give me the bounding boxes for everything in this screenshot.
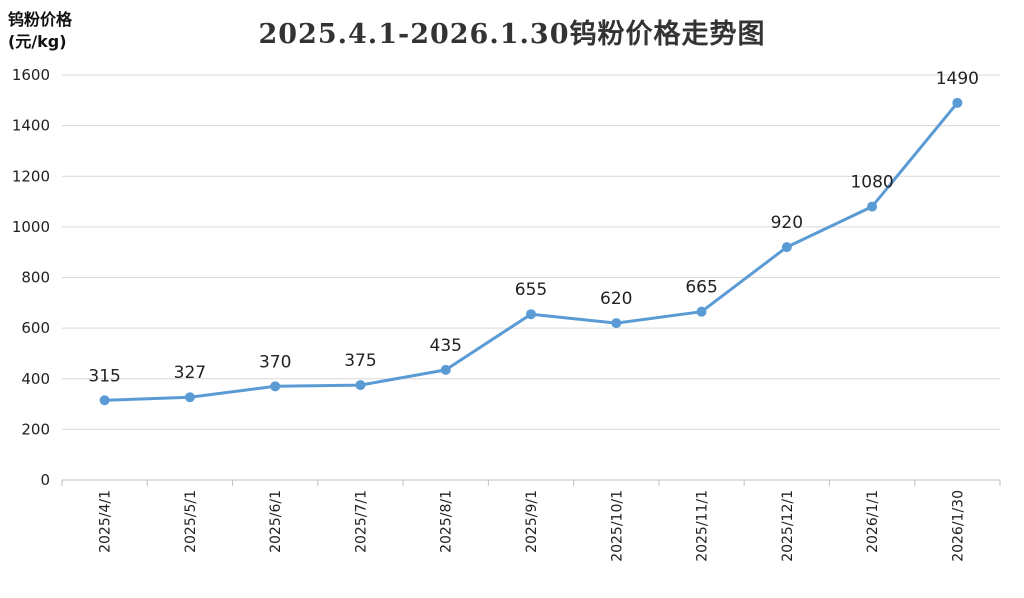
data-point: [184, 392, 195, 403]
data-point: [99, 395, 110, 406]
x-tick-label: 2025/5/1: [183, 490, 199, 553]
data-label: 327: [174, 363, 206, 383]
x-tick-label: 2025/7/1: [353, 490, 369, 553]
data-point: [440, 364, 451, 375]
x-tick-label: 2025/11/1: [695, 490, 711, 562]
x-tick-label: 2025/12/1: [780, 490, 796, 562]
data-label: 375: [344, 351, 376, 371]
data-point: [355, 380, 366, 391]
y-tick-label: 800: [21, 269, 50, 287]
data-point: [867, 201, 878, 212]
x-tick-label: 2025/10/1: [609, 490, 625, 562]
y-tick-label: 200: [21, 420, 50, 438]
x-tick-label: 2025/6/1: [268, 490, 284, 553]
x-tick-label: 2026/1/30: [950, 490, 966, 562]
data-label: 920: [771, 213, 803, 233]
y-tick-label: 400: [21, 370, 50, 388]
series-line: [104, 101, 959, 402]
y-tick-label: 0: [40, 471, 50, 489]
y-tick-label: 1600: [12, 66, 50, 84]
data-point: [611, 318, 622, 329]
data-label: 315: [88, 366, 120, 386]
data-point: [696, 306, 707, 317]
x-tick-label: 2025/4/1: [98, 490, 114, 553]
data-point: [526, 309, 536, 320]
data-point: [270, 381, 281, 392]
y-axis-label-line1: 钨粉价格: [8, 10, 73, 29]
x-tick-label: 2025/8/1: [439, 490, 455, 553]
data-label: 665: [685, 278, 717, 298]
data-point: [781, 242, 792, 253]
x-tick-label: 2026/1/1: [865, 490, 881, 553]
y-tick-label: 600: [21, 319, 50, 337]
data-label: 1490: [936, 69, 979, 89]
y-tick-label: 1200: [12, 167, 50, 185]
y-tick-label: 1400: [12, 117, 50, 135]
data-point: [952, 97, 963, 108]
data-label: 1080: [850, 173, 893, 193]
data-label: 620: [600, 289, 632, 309]
x-tick-label: 2025/9/1: [524, 490, 540, 553]
data-label: 435: [430, 336, 462, 356]
data-label: 655: [515, 280, 547, 300]
y-tick-label: 1000: [12, 218, 50, 236]
chart-title: 2025.4.1-2026.1.30钨粉价格走势图: [258, 19, 766, 50]
y-axis-label-line2: (元/kg): [8, 32, 67, 51]
data-label: 370: [259, 352, 291, 372]
